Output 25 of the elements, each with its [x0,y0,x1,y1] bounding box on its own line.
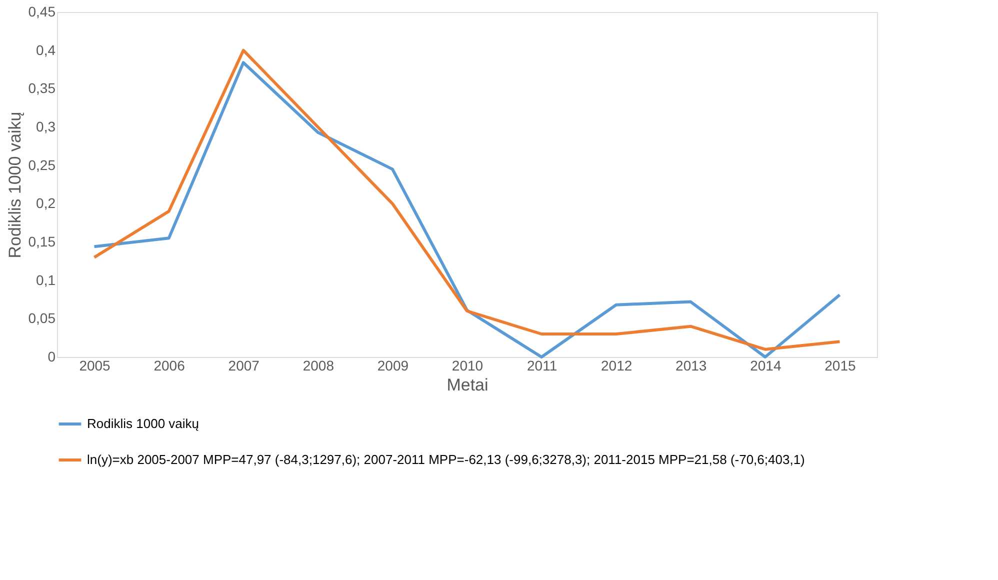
x-tick-label: 2013 [676,358,707,374]
x-tick-label: 2009 [377,358,409,374]
y-tick-label: 0,35 [28,80,56,96]
legend-label: Rodiklis 1000 vaikų [87,416,200,431]
y-tick-label: 0,45 [28,4,56,20]
y-axis-title: Rodiklis 1000 vaikų [5,112,24,258]
x-tick-label: 2008 [302,358,334,374]
y-tick-label: 0,3 [36,118,56,134]
x-tick-label: 2007 [228,358,260,374]
y-tick-label: 0,1 [36,272,56,288]
y-tick-label: 0,25 [28,156,56,173]
y-tick-label: 0,2 [36,195,56,212]
x-tick-label: 2010 [452,358,484,374]
x-tick-label: 2012 [601,358,632,374]
y-tick-label: 0,4 [36,42,56,58]
y-tick-label: 0,05 [28,310,56,326]
x-tick-label: 2005 [79,358,111,374]
legend-label: ln(y)=xb 2005-2007 MPP=47,97 (-84,3;1297,6); 2007-2011 MPP=-62,13 (-99,6;3278,3); 2011-2015 MPP=21,58 (-70,6;403,1) [87,452,805,467]
x-tick-label: 2011 [526,358,558,374]
x-tick-label: 2015 [824,358,856,374]
y-tick-label: 0 [48,348,56,364]
x-axis-title: Metai [446,376,488,394]
y-tick-label: 0,15 [28,234,56,250]
x-tick-label: 2014 [750,358,782,374]
x-tick-label: 2006 [154,358,186,374]
